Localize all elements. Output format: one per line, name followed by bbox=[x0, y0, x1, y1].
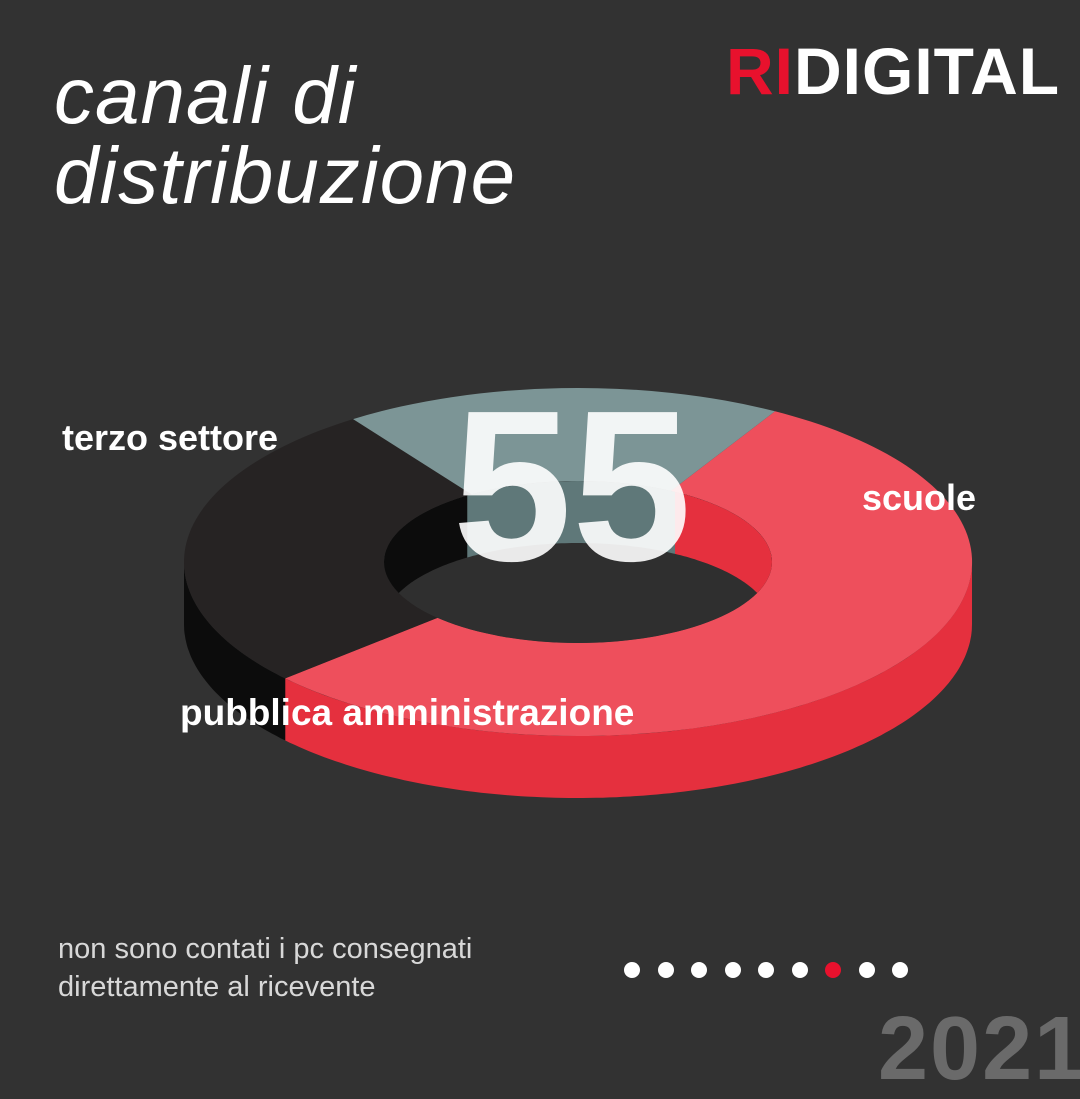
footnote-line-2: direttamente al ricevente bbox=[58, 971, 376, 1003]
title-line-1: canali di bbox=[54, 51, 357, 140]
slice-inner-wall-pubblica-amministrazione bbox=[384, 495, 468, 624]
pagination-dot[interactable] bbox=[758, 962, 774, 978]
slice-label-terzo-settore: terzo settore bbox=[62, 417, 278, 458]
slice-terzo-settore[interactable] bbox=[353, 387, 775, 562]
year-label: 2021 bbox=[878, 999, 1080, 1099]
slice-label-pubblica-amministrazione: pubblica amministrazione bbox=[180, 692, 634, 733]
ridigital-logo: RIDIGITAL bbox=[726, 38, 1060, 104]
pagination-dot[interactable] bbox=[657, 962, 674, 978]
slice-inner-wall-terzo-settore bbox=[467, 481, 675, 558]
logo-suffix: DIGITAL bbox=[794, 34, 1061, 108]
footnote-line-1: non sono contati i pc consegnati bbox=[58, 933, 473, 965]
pagination-dot-active[interactable] bbox=[825, 962, 841, 978]
footnote: non sono contati i pc consegnati diretta… bbox=[58, 930, 472, 1006]
donut-hole bbox=[384, 481, 772, 643]
title-line-2: distribuzione bbox=[54, 131, 517, 220]
center-value: 55 bbox=[452, 365, 691, 606]
logo-prefix: RI bbox=[726, 34, 794, 108]
slice-inner-wall-scuole bbox=[675, 491, 772, 624]
page-title: canali di distribuzione bbox=[54, 56, 516, 216]
pagination-dot[interactable] bbox=[724, 962, 741, 978]
donut-side bbox=[184, 562, 972, 798]
pagination-dot[interactable] bbox=[691, 962, 707, 978]
slice-side-pubblica-amministrazione bbox=[184, 562, 286, 741]
slice-label-scuole: scuole bbox=[862, 477, 976, 518]
pagination-dots bbox=[624, 962, 908, 978]
pagination-dot[interactable] bbox=[624, 962, 640, 978]
pagination-dot[interactable] bbox=[892, 962, 908, 978]
slice-pubblica-amministrazione[interactable] bbox=[183, 419, 579, 679]
pagination-dot[interactable] bbox=[791, 962, 808, 978]
pagination-dot[interactable] bbox=[858, 962, 875, 978]
slice-side-scuole bbox=[285, 562, 972, 798]
